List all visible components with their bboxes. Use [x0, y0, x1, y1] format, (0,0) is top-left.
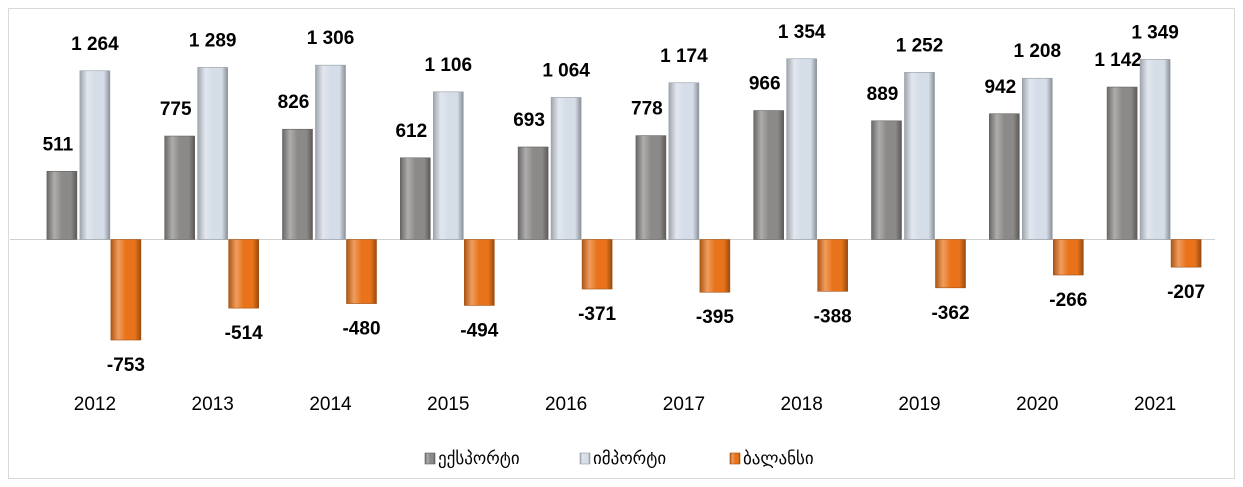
bar — [904, 72, 935, 240]
bar — [817, 239, 849, 292]
data-label: -371 — [578, 304, 616, 325]
bar — [432, 91, 464, 240]
bar — [699, 239, 731, 293]
x-tick-label: 2014 — [309, 394, 352, 415]
data-label: -388 — [814, 306, 852, 327]
bar — [110, 239, 142, 341]
data-label: 942 — [984, 77, 1016, 98]
data-label: -514 — [225, 323, 263, 344]
bar — [1021, 77, 1053, 240]
bar — [550, 97, 582, 240]
x-tick-label: 2012 — [74, 394, 116, 415]
data-label: -753 — [107, 355, 145, 376]
data-label: 1 306 — [307, 28, 355, 49]
bar — [346, 239, 377, 304]
bar — [1053, 239, 1084, 276]
data-label: -266 — [1049, 290, 1087, 311]
data-label: 1 349 — [1131, 22, 1179, 43]
data-label: 1 252 — [896, 35, 944, 56]
bar — [786, 58, 818, 240]
data-label: 1 174 — [660, 46, 708, 67]
bar — [164, 135, 195, 240]
x-tick-label: 2016 — [545, 394, 587, 415]
data-label: 511 — [43, 134, 74, 155]
legend-label: იმპორტი — [593, 449, 666, 469]
data-label: 1 106 — [425, 55, 473, 76]
x-tick-label: 2017 — [663, 394, 705, 415]
bar — [399, 157, 431, 240]
data-label: -494 — [460, 320, 498, 341]
data-label: -480 — [342, 319, 380, 340]
legend-label: ექსპორტი — [438, 449, 520, 469]
bar — [635, 135, 667, 240]
bar — [935, 239, 966, 289]
bar — [871, 120, 902, 240]
data-label: -207 — [1167, 282, 1205, 303]
data-label: 966 — [749, 74, 781, 95]
x-tick-label: 2021 — [1134, 394, 1176, 415]
legend-swatch — [424, 452, 436, 465]
bar — [517, 146, 549, 240]
data-label: 1 354 — [778, 22, 826, 43]
data-label: 889 — [867, 84, 899, 105]
data-label: -395 — [696, 307, 734, 328]
data-label: 1 208 — [1014, 41, 1062, 62]
bar — [463, 239, 495, 306]
data-label: 826 — [278, 92, 310, 113]
data-label: 693 — [513, 110, 545, 131]
bar — [282, 128, 313, 240]
bar — [988, 113, 1020, 240]
bar — [753, 110, 785, 240]
x-tick-label: 2018 — [781, 394, 823, 415]
data-label: 1 064 — [542, 60, 590, 81]
bar — [79, 70, 111, 240]
bar — [1106, 86, 1138, 240]
bar — [1170, 239, 1202, 268]
data-label: 1 142 — [1094, 50, 1142, 71]
data-label: 1 264 — [71, 34, 119, 55]
bar — [228, 239, 259, 309]
data-label: 778 — [631, 99, 663, 120]
x-tick-label: 2015 — [427, 394, 469, 415]
legend-swatch — [729, 452, 741, 465]
data-label: 1 289 — [189, 30, 237, 51]
bar — [315, 64, 346, 240]
bar — [668, 82, 700, 240]
bar — [46, 170, 78, 240]
x-tick-label: 2013 — [192, 394, 234, 415]
x-tick-label: 2020 — [1016, 394, 1058, 415]
bar — [581, 239, 613, 290]
legend-label: ბალანსი — [743, 449, 814, 469]
data-label: 775 — [160, 99, 192, 120]
data-label: -362 — [931, 303, 969, 324]
legend-swatch — [579, 452, 591, 465]
x-tick-label: 2019 — [898, 394, 940, 415]
bar — [197, 67, 228, 240]
data-label: 612 — [395, 121, 427, 142]
bar — [1139, 59, 1171, 240]
